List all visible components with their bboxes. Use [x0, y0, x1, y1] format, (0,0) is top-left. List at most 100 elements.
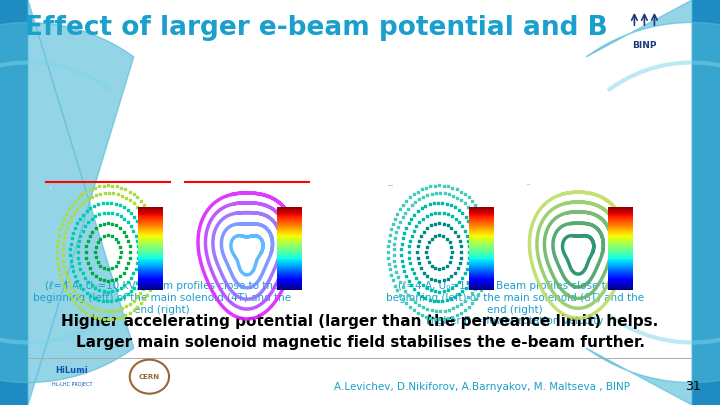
Point	[467, 198, 478, 204]
Point	[459, 298, 471, 304]
Point	[412, 188, 423, 195]
Point	[125, 197, 136, 204]
Point	[99, 308, 110, 314]
Point	[63, 279, 75, 286]
Point	[86, 282, 97, 289]
Point	[418, 304, 429, 311]
Point	[81, 309, 92, 316]
Point	[444, 259, 455, 265]
Point	[446, 273, 457, 279]
Point	[135, 300, 147, 307]
Point	[102, 316, 114, 322]
Point	[417, 215, 428, 222]
Point	[112, 239, 124, 245]
Point	[153, 249, 165, 256]
Point	[125, 275, 137, 281]
Point	[75, 232, 86, 239]
Point	[66, 235, 78, 241]
Point	[86, 304, 98, 311]
Point	[58, 258, 69, 264]
Point	[104, 190, 115, 196]
Point	[54, 272, 66, 278]
Point	[115, 249, 127, 256]
Text: Larger main solenoid magnetic field stabilises the e-beam further.: Larger main solenoid magnetic field stab…	[76, 335, 644, 350]
Point	[118, 294, 130, 300]
Point	[118, 269, 130, 276]
Point	[433, 316, 445, 322]
Point	[433, 200, 444, 206]
Point	[438, 221, 449, 227]
Point	[421, 213, 433, 220]
Point	[446, 285, 457, 291]
Point	[453, 291, 464, 298]
Point	[400, 198, 412, 204]
Point	[148, 249, 159, 256]
Point	[472, 281, 483, 288]
Point	[122, 207, 133, 213]
Point	[114, 202, 125, 209]
Point	[454, 260, 465, 266]
Point	[418, 194, 429, 200]
Point	[384, 232, 395, 238]
Point	[141, 292, 153, 298]
Point	[112, 191, 124, 198]
Point	[433, 288, 445, 295]
Point	[435, 190, 446, 196]
Point	[439, 308, 451, 314]
Point	[139, 238, 150, 244]
Point	[82, 302, 94, 309]
Point	[475, 211, 487, 217]
Point	[106, 233, 117, 239]
Point	[102, 288, 114, 295]
Point	[405, 215, 417, 222]
Point	[433, 232, 445, 239]
Point	[392, 224, 404, 230]
Point	[127, 228, 139, 234]
Bar	[692, 0, 720, 405]
Point	[75, 202, 86, 208]
Point	[449, 294, 461, 300]
Point	[450, 215, 462, 222]
Point	[430, 233, 441, 239]
Point	[144, 271, 156, 278]
Point	[465, 275, 477, 282]
Point	[60, 229, 71, 236]
Point	[454, 238, 465, 244]
Point	[144, 211, 156, 217]
Point	[81, 188, 92, 195]
Point	[58, 215, 69, 222]
Point	[391, 229, 402, 236]
Point	[429, 221, 441, 227]
Point	[442, 287, 454, 293]
Point	[455, 309, 467, 316]
Point	[80, 249, 91, 256]
Point	[56, 277, 68, 284]
Point	[99, 265, 110, 271]
Point	[121, 233, 132, 239]
Point	[138, 286, 149, 292]
Point	[114, 244, 126, 250]
Point	[66, 263, 78, 269]
Point	[78, 299, 90, 306]
Point	[467, 271, 479, 277]
Point	[78, 211, 89, 218]
Point	[138, 232, 149, 239]
Point	[84, 233, 95, 239]
Point	[99, 233, 110, 239]
Point	[105, 200, 117, 206]
Point	[90, 273, 102, 279]
Point	[95, 262, 107, 269]
Point	[430, 190, 441, 196]
Point	[425, 275, 436, 282]
Point	[86, 269, 98, 276]
Point	[132, 217, 143, 224]
Point	[60, 211, 72, 217]
Point	[108, 308, 120, 314]
Point	[403, 220, 415, 226]
Point	[57, 246, 68, 252]
Point	[438, 210, 449, 216]
Point	[478, 237, 490, 244]
Point	[140, 216, 152, 223]
Point	[138, 212, 149, 218]
Point	[399, 268, 410, 275]
